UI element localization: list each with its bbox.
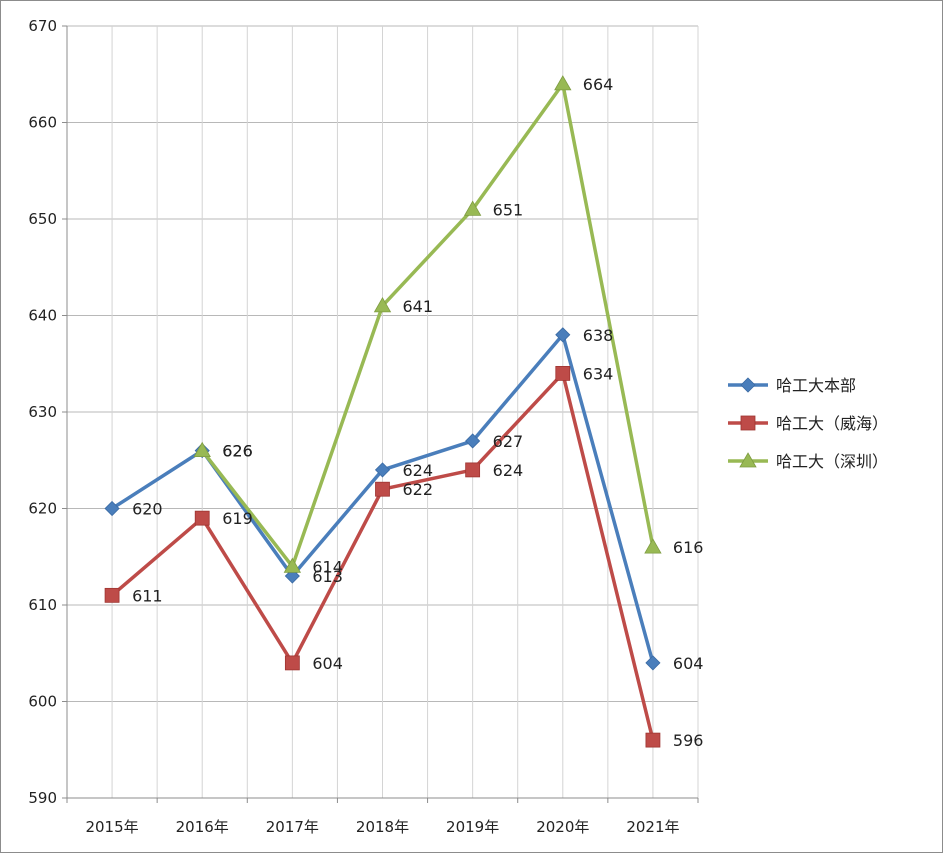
data-point — [463, 200, 482, 216]
data-label: 638 — [583, 326, 614, 345]
legend-marker — [739, 452, 757, 468]
data-point — [465, 462, 481, 478]
x-tick-label: 2017年 — [266, 818, 319, 836]
y-tick-label: 610 — [28, 596, 57, 614]
data-label: 604 — [312, 654, 343, 673]
legend-marker — [740, 415, 756, 431]
y-tick-label: 630 — [28, 403, 57, 421]
data-point — [644, 538, 662, 554]
data-label: 611 — [132, 586, 163, 605]
data-point — [555, 365, 571, 381]
data-label: 620 — [132, 500, 163, 519]
data-label: 616 — [673, 538, 704, 557]
data-label: 627 — [493, 432, 524, 451]
data-point — [104, 587, 120, 603]
data-point — [104, 500, 120, 517]
data-label: 619 — [222, 509, 253, 528]
x-tick-label: 2015年 — [85, 818, 138, 836]
series-line-3 — [200, 82, 655, 569]
data-label: 622 — [403, 480, 434, 499]
y-tick-label: 670 — [28, 17, 57, 35]
x-tick-label: 2019年 — [446, 818, 499, 836]
legend-label: 哈工大本部 — [776, 376, 856, 395]
data-point — [645, 655, 661, 671]
data-point — [373, 297, 392, 313]
data-point — [193, 441, 211, 458]
data-point — [555, 327, 571, 343]
legend-marker — [740, 377, 756, 393]
data-point — [374, 462, 391, 478]
x-tick-label: 2018年 — [356, 818, 409, 836]
y-tick-label: 640 — [28, 307, 57, 325]
data-point — [284, 655, 300, 671]
data-label: 664 — [583, 75, 614, 94]
data-label: 604 — [673, 654, 704, 673]
data-point — [283, 557, 302, 573]
data-label: 626 — [222, 442, 253, 461]
data-label: 624 — [403, 461, 434, 480]
data-point — [645, 732, 661, 748]
y-tick-label: 660 — [28, 114, 57, 132]
y-tick-label: 600 — [28, 693, 57, 711]
legend-label: 哈工大（深圳） — [776, 452, 888, 471]
data-point — [554, 75, 572, 91]
data-label: 641 — [403, 297, 434, 316]
x-tick-label: 2016年 — [176, 818, 229, 836]
data-label: 614 — [312, 557, 343, 576]
data-label: 626 — [222, 442, 253, 461]
legend-label: 哈工大（威海） — [776, 414, 888, 433]
y-tick-label: 650 — [28, 210, 57, 228]
y-tick-label: 620 — [28, 500, 57, 518]
data-point — [194, 510, 210, 526]
data-label: 634 — [583, 364, 614, 383]
y-tick-label: 590 — [28, 789, 57, 807]
data-label: 651 — [493, 200, 524, 219]
data-label: 624 — [493, 461, 524, 480]
data-point — [375, 481, 390, 497]
x-tick-label: 2020年 — [536, 818, 589, 836]
data-label: 596 — [673, 731, 704, 750]
x-tick-label: 2021年 — [626, 818, 679, 836]
data-label: 613 — [312, 567, 343, 586]
data-point — [465, 433, 481, 449]
